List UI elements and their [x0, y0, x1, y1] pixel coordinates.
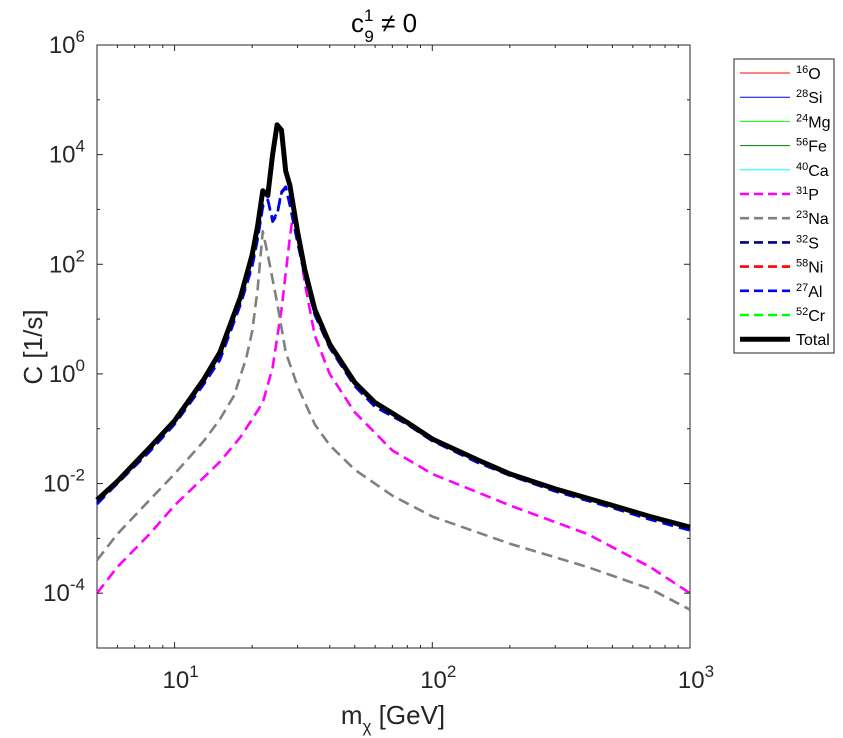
title-subscript: 9 [364, 27, 373, 46]
x-tick-label: 103 [678, 662, 714, 694]
x-tick-label: 101 [162, 662, 198, 694]
legend-entry-27al: 27Al [740, 282, 822, 301]
plot-frame [96, 44, 691, 649]
y-tick-label: 100 [49, 356, 85, 388]
x-axis-label-base: m [341, 700, 363, 730]
tick-marks [96, 44, 691, 649]
legend: 16O 28Si 24Mg 56Fe 40Ca 31P 23Na 32S 58Ni 27Al 52C… [733, 58, 835, 354]
y-tick-label: 10-4 [43, 575, 85, 607]
legend-label: 52Cr [796, 306, 826, 325]
y-axis-label: C [1/s] [18, 309, 48, 384]
legend-entry-32s: 32S [740, 233, 819, 252]
legend-label: 24Mg [796, 112, 830, 131]
legend-label: 31P [796, 185, 819, 204]
y-tick-label: 10-2 [43, 466, 85, 498]
series-line-31p [95, 208, 691, 595]
legend-entry-52cr: 52Cr [740, 306, 826, 325]
series-line-total [95, 122, 691, 530]
legend-label: 40Ca [796, 161, 829, 180]
legend-label: 28Si [796, 88, 822, 107]
y-tick-label: 106 [49, 27, 85, 59]
legend-entry-24mg: 24Mg [740, 112, 830, 131]
series-line-32s [96, 186, 691, 530]
legend-entry-56fe: 56Fe [740, 137, 827, 156]
series-layer [95, 122, 691, 611]
legend-label: 27Al [796, 282, 822, 301]
y-tick-label: 104 [49, 137, 85, 169]
plot-area [95, 44, 691, 649]
legend-label: Total [796, 332, 830, 349]
x-axis-label-rest: [GeV] [371, 700, 445, 730]
legend-label: 58Ni [796, 258, 823, 277]
legend-entries: 16O 28Si 24Mg 56Fe 40Ca 31P 23Na 32S 58Ni 27Al 52C… [740, 64, 830, 349]
y-tick-labels: 10-4 10-2 100 102 104 106 [43, 27, 85, 607]
legend-label: 23Na [796, 209, 829, 228]
legend-entry-58ni: 58Ni [740, 258, 823, 277]
legend-entry-total: Total [740, 332, 830, 349]
legend-label: 16O [796, 64, 821, 83]
legend-entry-40ca: 40Ca [740, 161, 829, 180]
y-tick-label: 102 [49, 246, 85, 278]
x-axis-label: mχ [GeV] [341, 700, 445, 736]
chart-title: c1 9 ≠ 0 [351, 6, 417, 46]
x-axis-label-subscript: χ [363, 717, 372, 736]
legend-label: 56Fe [796, 137, 827, 156]
legend-box [733, 58, 835, 354]
legend-label: 32S [796, 233, 819, 252]
title-rest: ≠ 0 [374, 8, 417, 38]
legend-entry-23na: 23Na [740, 209, 829, 228]
series-line-23na [95, 230, 691, 611]
x-tick-labels: 101 102 103 [162, 662, 714, 694]
legend-entry-16o: 16O [740, 64, 821, 83]
title-base: c [351, 8, 364, 38]
legend-entry-31p: 31P [740, 185, 819, 204]
legend-entry-28si: 28Si [740, 88, 822, 107]
title-superscript: 1 [364, 6, 373, 25]
x-tick-label: 102 [420, 662, 456, 694]
